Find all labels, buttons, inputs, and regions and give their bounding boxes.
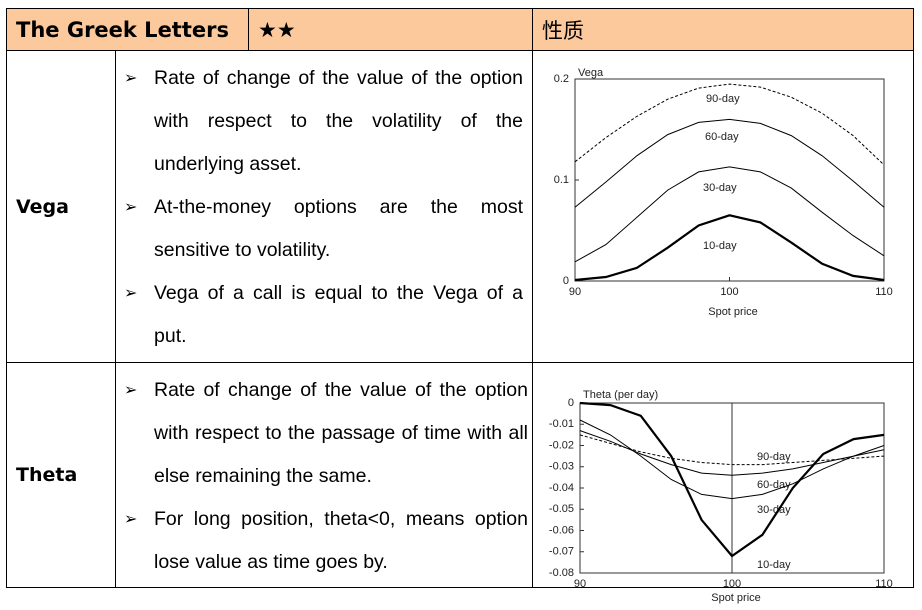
y-tick-label: -0.08 [549,567,574,579]
bullet-list: Rate of change of the value of the optio… [124,57,523,358]
bullet: At-the-money options are the most sensit… [124,186,523,272]
y-tick-label: 0 [563,275,569,287]
y-tick-label: -0.06 [549,524,574,536]
y-tick-label: 0.2 [554,73,569,85]
bullet-list: Rate of change of the value of the optio… [124,369,528,584]
series-label: 90-day [757,451,791,463]
y-tick-label: -0.05 [549,503,574,515]
x-tick-label: 90 [574,578,586,590]
greek-name: Theta [16,464,78,486]
header-stars: ★★ [248,8,533,51]
series-label: 30-day [703,182,737,194]
table-border [6,8,914,588]
x-tick-label: 110 [875,578,893,590]
x-tick-label: 100 [723,578,741,590]
header-property: 性质 [532,8,914,51]
y-tick-label: -0.01 [549,418,574,430]
series-label: 30-day [757,504,791,516]
x-axis-label: Spot price [711,592,761,604]
bullet: Rate of change of the value of the optio… [124,369,528,498]
series-label: 10-day [757,559,791,571]
y-tick-label: 0.1 [554,174,569,186]
x-tick-label: 110 [875,286,893,298]
y-tick-label: 0 [568,397,574,409]
y-tick-label: -0.02 [549,439,574,451]
series-label: 60-day [705,131,739,143]
series-label: 90-day [706,93,740,105]
y-tick-label: -0.07 [549,546,574,558]
y-axis-label: Theta (per day) [583,389,658,401]
series-line [579,430,885,476]
header-title: The Greek Letters [6,8,249,51]
series-line [574,118,885,208]
bullet: For long position, theta<0, means option… [124,498,528,584]
series-label: 10-day [703,240,737,252]
y-axis-label: Vega [578,67,604,79]
greek-name: Vega [16,195,69,218]
x-axis-label: Spot price [708,306,758,318]
y-tick-label: -0.03 [549,461,574,473]
series-line [579,419,885,500]
x-tick-label: 90 [569,286,581,298]
bullet: Rate of change of the value of the optio… [124,57,523,186]
y-tick-label: -0.04 [549,482,574,494]
series-line [579,401,885,558]
series-line [574,214,885,282]
bullet: Vega of a call is equal to the Vega of a… [124,272,523,358]
series-line [574,83,885,166]
x-tick-label: 100 [720,286,738,298]
series-line [574,166,885,263]
series-label: 60-day [757,479,791,491]
